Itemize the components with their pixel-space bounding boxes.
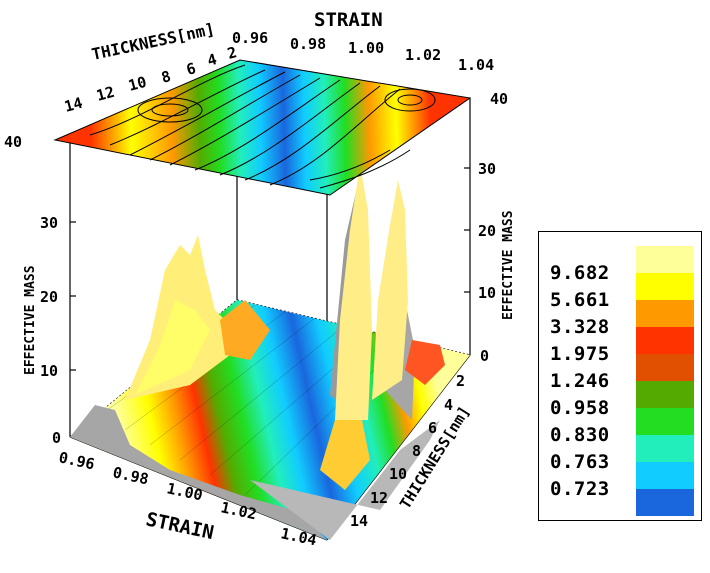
- tick-label: 20: [478, 222, 496, 240]
- colorbar-legend: 9.682 5.661 3.328 1.975 1.246 0.958 0.830 0.763…: [538, 231, 702, 521]
- tick-label: 6: [184, 59, 197, 79]
- colorbar-level-label: 0.723: [550, 478, 610, 500]
- left-z-ticks: [70, 139, 76, 438]
- tick-label: 2: [225, 43, 238, 63]
- tick-label: 0.96: [232, 29, 268, 47]
- colorbar-level-label: 0.763: [550, 451, 610, 473]
- tick-label: 10: [126, 73, 148, 95]
- tick-label: 6: [428, 419, 437, 437]
- colorbar-swatch: [636, 300, 694, 327]
- top-plane: [55, 60, 470, 195]
- strain-top-label: STRAIN: [314, 9, 383, 31]
- tick-label: 30: [40, 214, 58, 232]
- colorbar-level-label: 9.682: [550, 262, 610, 284]
- tick-label: 10: [40, 362, 58, 380]
- top-plane-border: [53, 59, 472, 196]
- strain-bottom-label: STRAIN: [144, 508, 216, 544]
- tick-label: 1.00: [348, 39, 384, 57]
- tick-label: 0.98: [290, 35, 326, 53]
- surface-peaks: [125, 165, 445, 490]
- top-strain-ticks: 0.96 0.98 1.00 1.02 1.04: [232, 29, 494, 74]
- colorbar-swatch: [636, 435, 694, 462]
- colorbar-level-label: 1.246: [550, 370, 610, 392]
- colorbar-swatch: [636, 327, 694, 354]
- tick-label: 10: [478, 284, 496, 302]
- colorbar-swatch: [636, 246, 694, 273]
- effmass-right-label: EFFECTIVE MASS: [501, 210, 516, 320]
- colorbar-swatch: [636, 354, 694, 381]
- colorbar-level-label: 5.661: [550, 289, 610, 311]
- tick-label: 8: [412, 442, 421, 460]
- colorbar-level-label: 0.958: [550, 397, 610, 419]
- right-z-tick-labels: 30 20 10 0: [478, 160, 496, 365]
- top-contour-lines: [89, 64, 436, 189]
- tick-label: 8: [159, 67, 172, 87]
- tick-label: 1.04: [458, 56, 494, 74]
- right-thickness-ticks: 2 4 6 8 10 12 14: [350, 372, 465, 530]
- tick-label: 10: [389, 465, 407, 483]
- tick-label: 14: [62, 94, 84, 116]
- tick-label: 12: [94, 83, 116, 105]
- colorbar-level-label: 3.328: [550, 316, 610, 338]
- tick-label: 0: [480, 347, 489, 365]
- colorbar-level-label: 0.830: [550, 424, 610, 446]
- tick-label: 12: [370, 489, 388, 507]
- colorbar-level-label: 1.975: [550, 343, 610, 365]
- left-z-tick-labels: 40 30 20 10 0: [4, 133, 61, 447]
- top-thickness-ticks: 14 12 10 8 6 4 2: [62, 43, 238, 116]
- tick-label: 4: [205, 50, 218, 70]
- colorbar-swatch: [636, 381, 694, 408]
- colorbar-swatch: [636, 462, 694, 489]
- right-z-ticks: [464, 97, 470, 356]
- right-top-z-tick: 40: [490, 90, 508, 108]
- tick-label: 4: [444, 396, 453, 414]
- tick-label: 2: [456, 372, 465, 390]
- colorbar-swatch: [636, 273, 694, 300]
- thickness-top-label: THICKNESS[nm]: [90, 19, 216, 64]
- tick-label: 20: [40, 288, 58, 306]
- colorbar-swatch: [636, 408, 694, 435]
- effmass-left-label: EFFECTIVE MASS: [23, 265, 38, 375]
- colorbar-swatch: [636, 489, 694, 516]
- tick-label: 0: [52, 429, 61, 447]
- tick-label: 30: [478, 160, 496, 178]
- tick-label: 1.02: [405, 46, 441, 64]
- tick-label: 40: [4, 133, 22, 151]
- tick-label: 0.96: [57, 448, 96, 473]
- tick-label: 14: [350, 512, 368, 530]
